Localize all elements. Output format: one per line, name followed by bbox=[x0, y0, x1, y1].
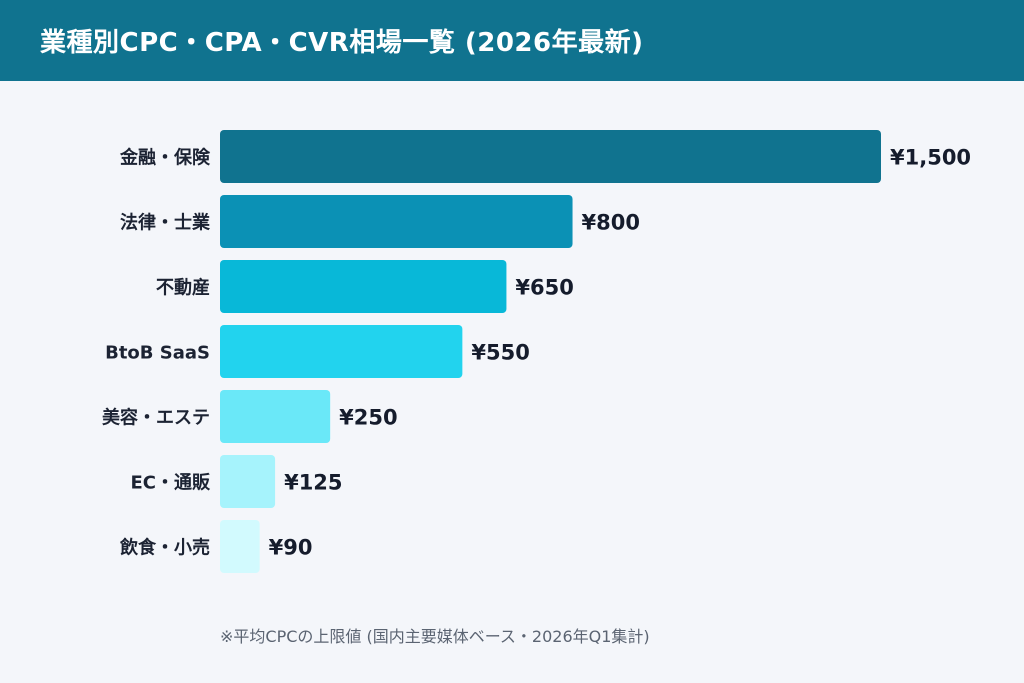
value-label: ¥550 bbox=[471, 341, 529, 365]
value-label: ¥90 bbox=[269, 536, 313, 560]
value-label: ¥125 bbox=[284, 471, 342, 495]
category-label: 不動産 bbox=[156, 277, 210, 299]
bar bbox=[220, 455, 276, 508]
bar bbox=[220, 520, 260, 573]
value-label: ¥1,500 bbox=[890, 146, 971, 170]
bar bbox=[220, 195, 573, 248]
category-label: 飲食・小売 bbox=[119, 537, 210, 559]
category-label: BtoB SaaS bbox=[105, 343, 210, 364]
page-title: 業種別CPC・CPA・CVR相場一覧 (2026年最新) bbox=[40, 28, 644, 58]
category-label: 金融・保険 bbox=[119, 147, 211, 169]
category-label: 美容・エステ bbox=[102, 407, 210, 429]
bar-chart: 金融・保険 ¥1,500 法律・士業 ¥800 不動産 ¥650 BtoB SaaS ¥550… bbox=[102, 130, 971, 573]
header-bar: 業種別CPC・CPA・CVR相場一覧 (2026年最新) bbox=[0, 0, 1024, 81]
category-label: 法律・士業 bbox=[120, 212, 211, 234]
bar bbox=[220, 260, 507, 313]
bar bbox=[220, 390, 331, 443]
bar bbox=[220, 325, 463, 378]
bar bbox=[220, 130, 881, 183]
category-label: EC・通販 bbox=[130, 473, 211, 494]
value-label: ¥250 bbox=[339, 406, 397, 430]
footnote: ※平均CPCの上限値 (国内主要媒体ベース・2026年Q1集計) bbox=[220, 627, 650, 646]
value-label: ¥800 bbox=[582, 211, 640, 235]
value-label: ¥650 bbox=[515, 276, 573, 300]
